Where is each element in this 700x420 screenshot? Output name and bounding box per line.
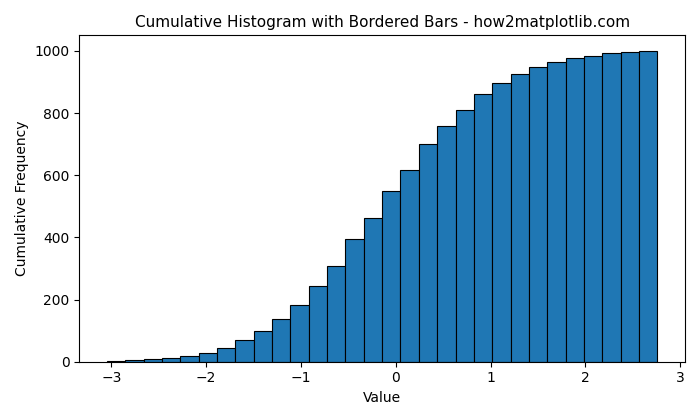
Bar [253, 331, 272, 362]
Bar [419, 144, 438, 362]
Bar [364, 218, 382, 362]
Bar [125, 360, 144, 362]
Bar [144, 359, 162, 362]
Bar [382, 192, 400, 362]
Bar [456, 110, 474, 362]
Bar [584, 55, 602, 362]
Bar [217, 348, 235, 362]
Bar [438, 126, 456, 362]
Bar [181, 356, 199, 362]
Bar [474, 94, 492, 362]
Bar [400, 170, 419, 362]
Bar [529, 67, 547, 362]
Bar [272, 319, 290, 362]
Bar [510, 74, 529, 362]
Y-axis label: Cumulative Frequency: Cumulative Frequency [15, 121, 29, 276]
Bar [162, 358, 181, 362]
Bar [345, 239, 364, 362]
Bar [290, 305, 309, 362]
Title: Cumulative Histogram with Bordered Bars - how2matplotlib.com: Cumulative Histogram with Bordered Bars … [134, 15, 630, 30]
Bar [309, 286, 327, 362]
Bar [602, 53, 621, 362]
Bar [566, 58, 584, 362]
X-axis label: Value: Value [363, 391, 401, 405]
Bar [327, 266, 345, 362]
Bar [621, 52, 639, 362]
Bar [547, 63, 566, 362]
Bar [199, 353, 217, 362]
Bar [235, 340, 253, 362]
Bar [492, 83, 510, 362]
Bar [639, 51, 657, 362]
